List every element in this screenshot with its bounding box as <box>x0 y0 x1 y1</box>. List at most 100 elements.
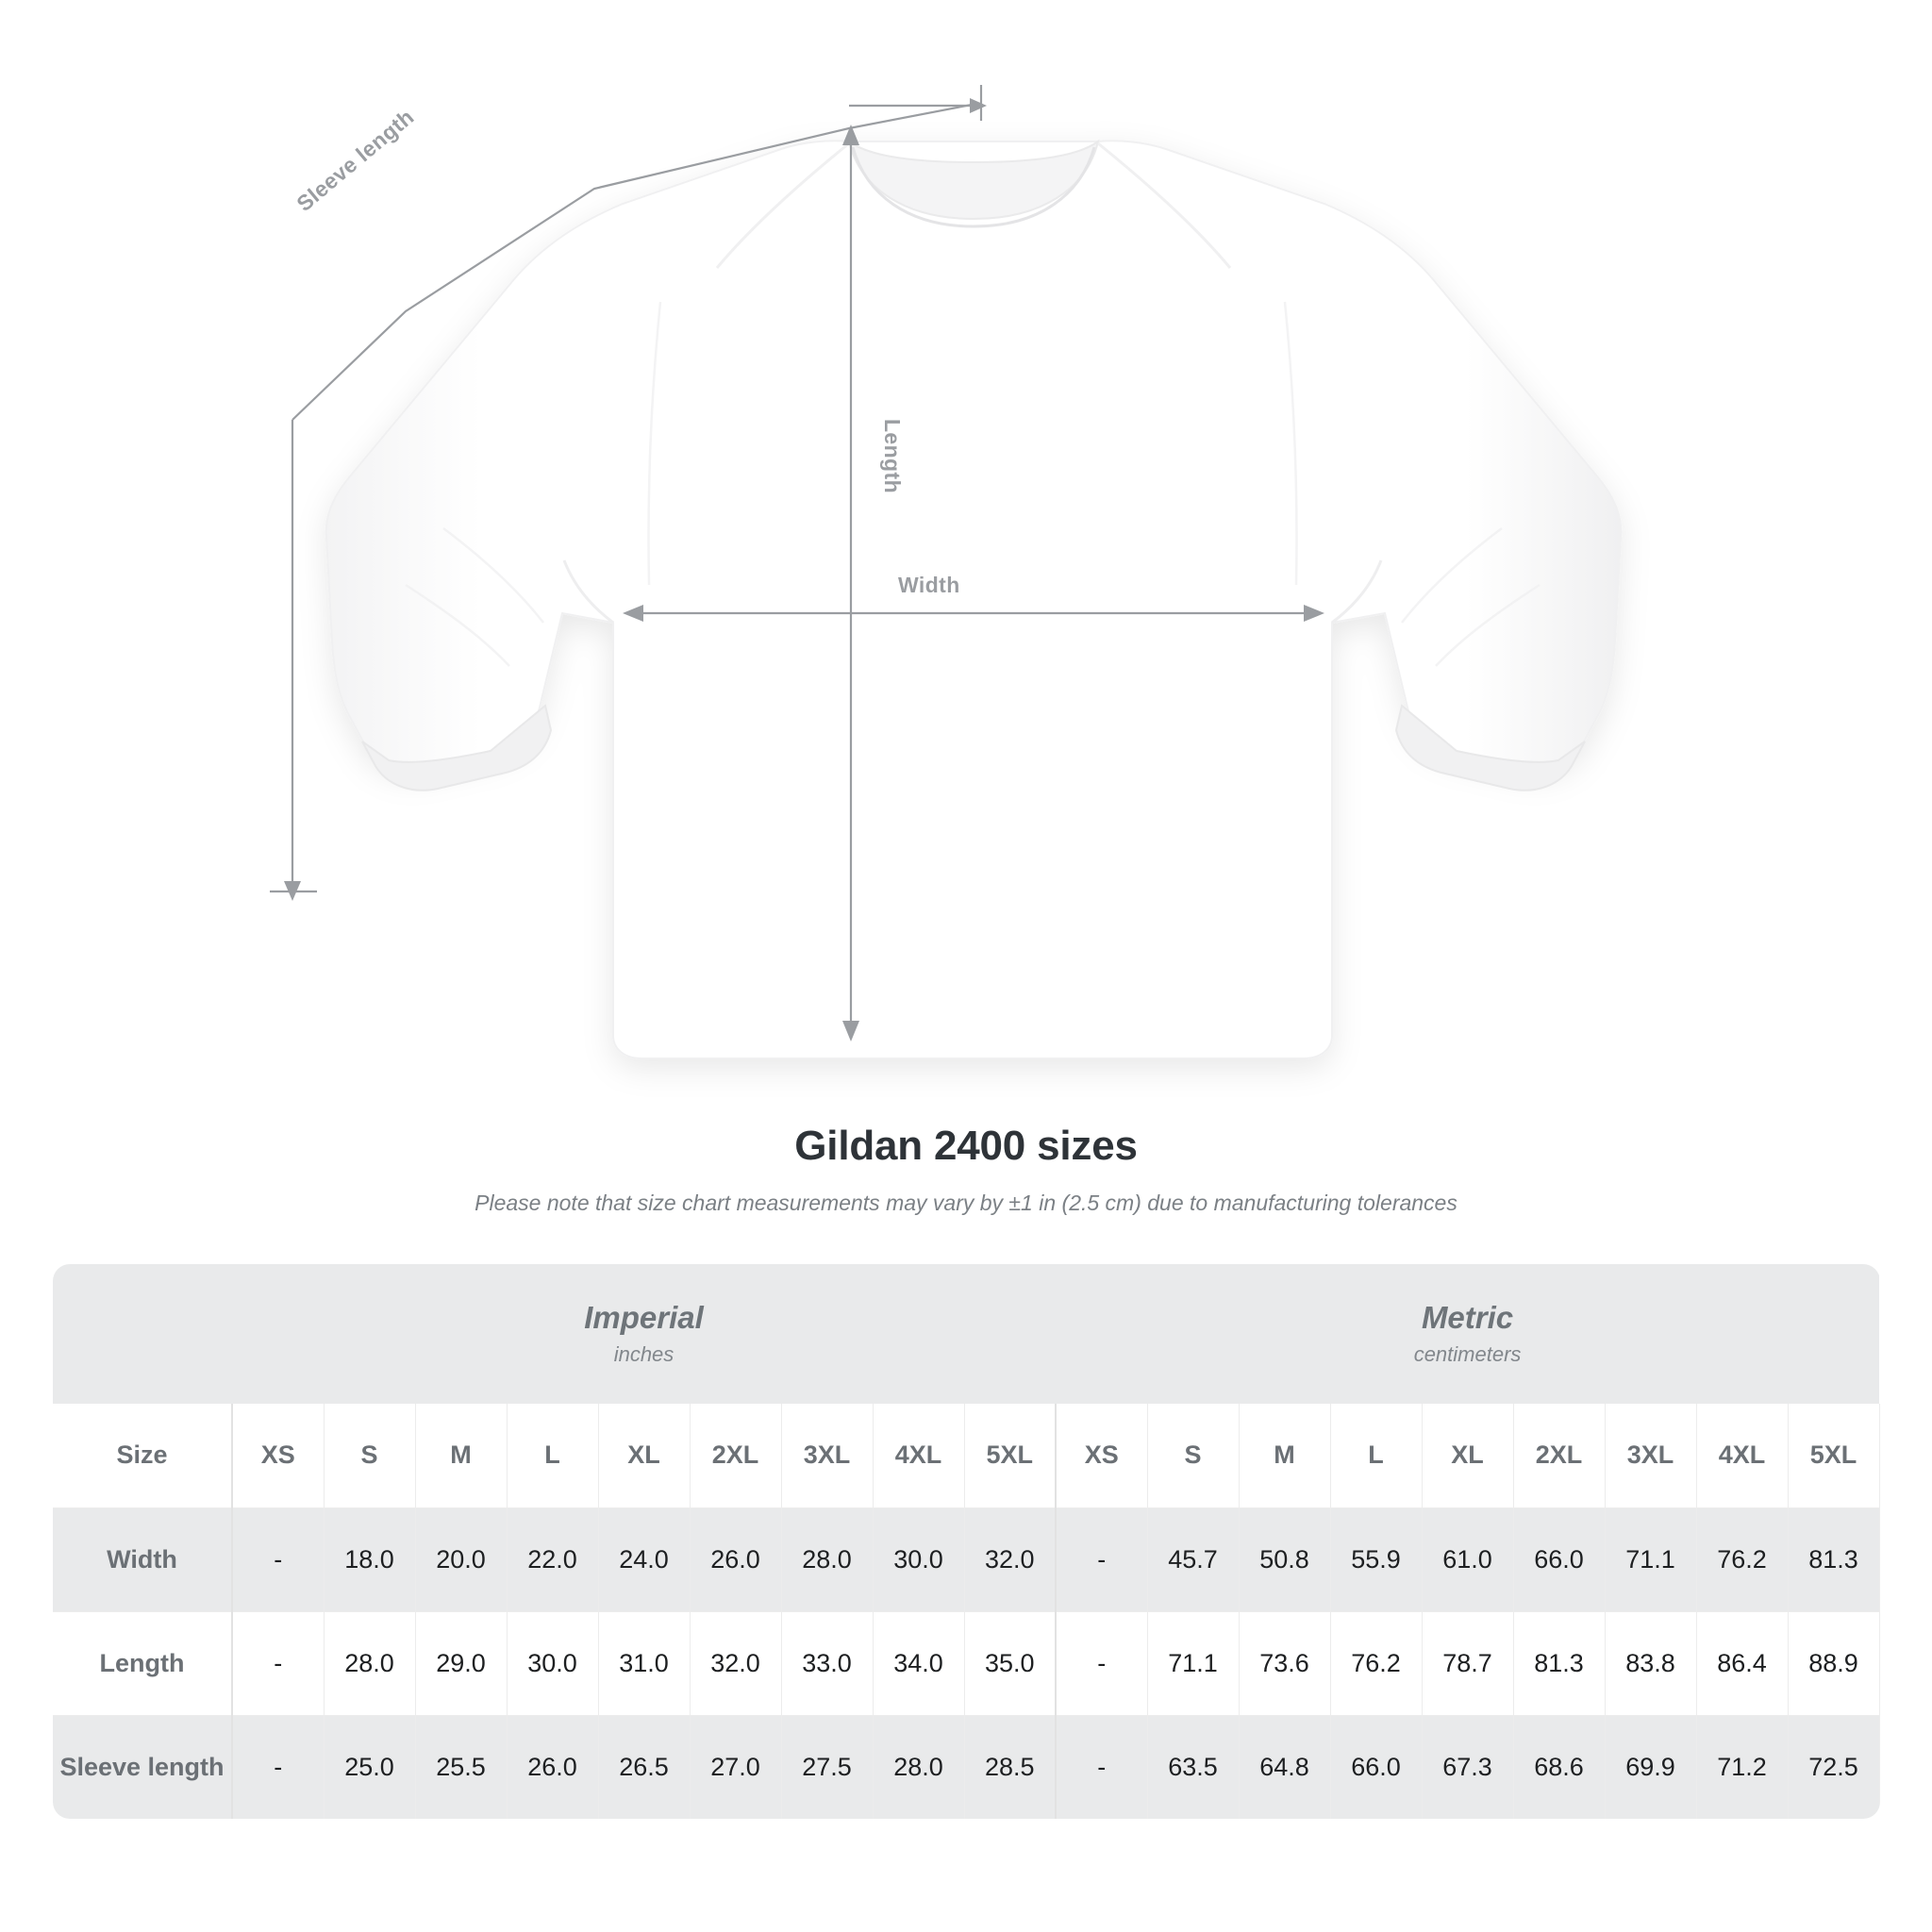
cell-length-metric-xl: 78.7 <box>1422 1610 1514 1715</box>
cell-sleeve-length-metric-2xl: 68.6 <box>1513 1714 1606 1819</box>
right-cuff <box>1394 704 1586 791</box>
cell-width-metric-s: 45.7 <box>1147 1507 1240 1611</box>
size-table-container: Imperial inches Metric centimeters Size XS S M L… <box>53 1264 1880 1819</box>
cell-width-imperial-5xl: 32.0 <box>964 1507 1057 1611</box>
cell-sleeve-length-metric-s: 63.5 <box>1147 1714 1240 1819</box>
width-label: Width <box>898 573 960 597</box>
size-header-metric-2xl: 2XL <box>1513 1404 1606 1507</box>
cell-sleeve-length-metric-l: 66.0 <box>1330 1714 1423 1819</box>
size-header-metric-5xl: 5XL <box>1788 1404 1880 1507</box>
size-header-imperial-s: S <box>324 1404 416 1507</box>
unit-header-row: Imperial inches Metric centimeters <box>53 1264 1880 1404</box>
size-header-imperial-2xl: 2XL <box>690 1404 782 1507</box>
unit-name: Imperial <box>584 1299 704 1335</box>
unit-header-imperial: Imperial inches <box>232 1264 1056 1404</box>
size-header-label: Size <box>53 1404 233 1507</box>
measure-arrowheads <box>284 98 1324 1041</box>
cell-width-imperial-xs: - <box>232 1507 325 1611</box>
cell-length-imperial-5xl: 35.0 <box>964 1610 1057 1715</box>
table-row: Length -28.0 29.0 30.0 31.0 32.0 33.0 34.0 35.0-… <box>53 1610 1880 1715</box>
cell-length-imperial-xs: - <box>232 1610 325 1715</box>
size-header-metric-s: S <box>1147 1404 1240 1507</box>
cell-sleeve-length-metric-5xl: 72.5 <box>1788 1714 1880 1819</box>
table-row: Sleeve length -25.0 25.5 26.0 26.5 27.0 27.5 28… <box>53 1714 1880 1819</box>
row-header-length: Length <box>53 1610 233 1715</box>
cell-width-imperial-s: 18.0 <box>324 1507 416 1611</box>
cell-sleeve-length-imperial-xs: - <box>232 1714 325 1819</box>
size-header-imperial-m: M <box>415 1404 508 1507</box>
left-cuff <box>361 704 553 791</box>
size-header-metric-m: M <box>1239 1404 1331 1507</box>
size-table: Imperial inches Metric centimeters Size XS S M L… <box>53 1264 1880 1819</box>
cell-length-imperial-m: 29.0 <box>415 1610 508 1715</box>
cell-length-imperial-3xl: 33.0 <box>781 1610 874 1715</box>
shirt-body-shape <box>325 140 1623 1059</box>
cell-sleeve-length-metric-xl: 67.3 <box>1422 1714 1514 1819</box>
cell-sleeve-length-imperial-2xl: 27.0 <box>690 1714 782 1819</box>
cell-length-metric-4xl: 86.4 <box>1696 1610 1789 1715</box>
size-header-imperial-xs: XS <box>232 1404 325 1507</box>
cell-width-imperial-3xl: 28.0 <box>781 1507 874 1611</box>
cell-width-imperial-xl: 24.0 <box>598 1507 691 1611</box>
row-header-width: Width <box>53 1507 233 1611</box>
cell-width-imperial-2xl: 26.0 <box>690 1507 782 1611</box>
size-header-imperial-l: L <box>507 1404 599 1507</box>
size-header-imperial-xl: XL <box>598 1404 691 1507</box>
size-header-imperial-5xl: 5XL <box>964 1404 1057 1507</box>
cell-length-metric-5xl: 88.9 <box>1788 1610 1880 1715</box>
cell-sleeve-length-imperial-l: 26.0 <box>507 1714 599 1819</box>
row-header-sleeve-length: Sleeve length <box>53 1714 233 1819</box>
cell-sleeve-length-imperial-3xl: 27.5 <box>781 1714 874 1819</box>
cell-width-imperial-l: 22.0 <box>507 1507 599 1611</box>
cell-length-imperial-l: 30.0 <box>507 1610 599 1715</box>
garment-illustration <box>270 85 1623 1059</box>
unit-name: Metric <box>1421 1299 1514 1335</box>
cell-width-imperial-4xl: 30.0 <box>873 1507 965 1611</box>
cell-width-metric-xl: 61.0 <box>1422 1507 1514 1611</box>
cell-width-metric-2xl: 66.0 <box>1513 1507 1606 1611</box>
size-header-imperial-4xl: 4XL <box>873 1404 965 1507</box>
cell-sleeve-length-metric-xs: - <box>1056 1714 1148 1819</box>
cell-length-metric-3xl: 83.8 <box>1605 1610 1697 1715</box>
cell-length-metric-s: 71.1 <box>1147 1610 1240 1715</box>
collar <box>847 139 1100 228</box>
cell-length-metric-xs: - <box>1056 1610 1148 1715</box>
unit-header-spacer <box>53 1264 232 1404</box>
cell-sleeve-length-imperial-m: 25.5 <box>415 1714 508 1819</box>
measure-lines <box>291 102 1319 1036</box>
unit-subtitle: centimeters <box>1413 1342 1522 1367</box>
cell-length-metric-2xl: 81.3 <box>1513 1610 1606 1715</box>
unit-header-metric: Metric centimeters <box>1056 1264 1880 1404</box>
cell-width-metric-3xl: 71.1 <box>1605 1507 1697 1611</box>
cell-width-metric-m: 50.8 <box>1239 1507 1331 1611</box>
size-header-metric-xl: XL <box>1422 1404 1514 1507</box>
unit-subtitle: inches <box>613 1342 675 1367</box>
garment-diagram: Sleeve length Length Width <box>270 85 1623 1059</box>
size-header-metric-3xl: 3XL <box>1605 1404 1697 1507</box>
size-header-imperial-3xl: 3XL <box>781 1404 874 1507</box>
cell-sleeve-length-imperial-xl: 26.5 <box>598 1714 691 1819</box>
cell-sleeve-length-metric-m: 64.8 <box>1239 1714 1331 1819</box>
cell-width-metric-5xl: 81.3 <box>1788 1507 1880 1611</box>
size-header-row: Size XS S M L XL 2XL 3XL 4XL 5XL XS S M L XL 2XL 3XL 4XL 5… <box>53 1404 1880 1507</box>
size-header-metric-4xl: 4XL <box>1696 1404 1789 1507</box>
page-title: Gildan 2400 sizes <box>794 1123 1138 1169</box>
cell-sleeve-length-metric-3xl: 69.9 <box>1605 1714 1697 1819</box>
cell-length-imperial-s: 28.0 <box>324 1610 416 1715</box>
title-block: Gildan 2400 sizes Please note that size … <box>0 1123 1932 1216</box>
tolerance-note: Please note that size chart measurements… <box>475 1191 1457 1215</box>
cell-sleeve-length-imperial-4xl: 28.0 <box>873 1714 965 1819</box>
cell-width-metric-4xl: 76.2 <box>1696 1507 1789 1611</box>
measure-ticks <box>270 85 983 893</box>
size-header-metric-l: L <box>1330 1404 1423 1507</box>
table-row: Width -18.0 20.0 22.0 24.0 26.0 28.0 30.0 32.0-4… <box>53 1507 1880 1611</box>
fabric-folds <box>405 301 1541 667</box>
length-label: Length <box>880 418 906 494</box>
cell-sleeve-length-imperial-s: 25.0 <box>324 1714 416 1819</box>
cell-length-metric-l: 76.2 <box>1330 1610 1423 1715</box>
cell-sleeve-length-metric-4xl: 71.2 <box>1696 1714 1789 1819</box>
cell-width-metric-l: 55.9 <box>1330 1507 1423 1611</box>
cell-length-imperial-xl: 31.0 <box>598 1610 691 1715</box>
cell-sleeve-length-imperial-5xl: 28.5 <box>964 1714 1057 1819</box>
